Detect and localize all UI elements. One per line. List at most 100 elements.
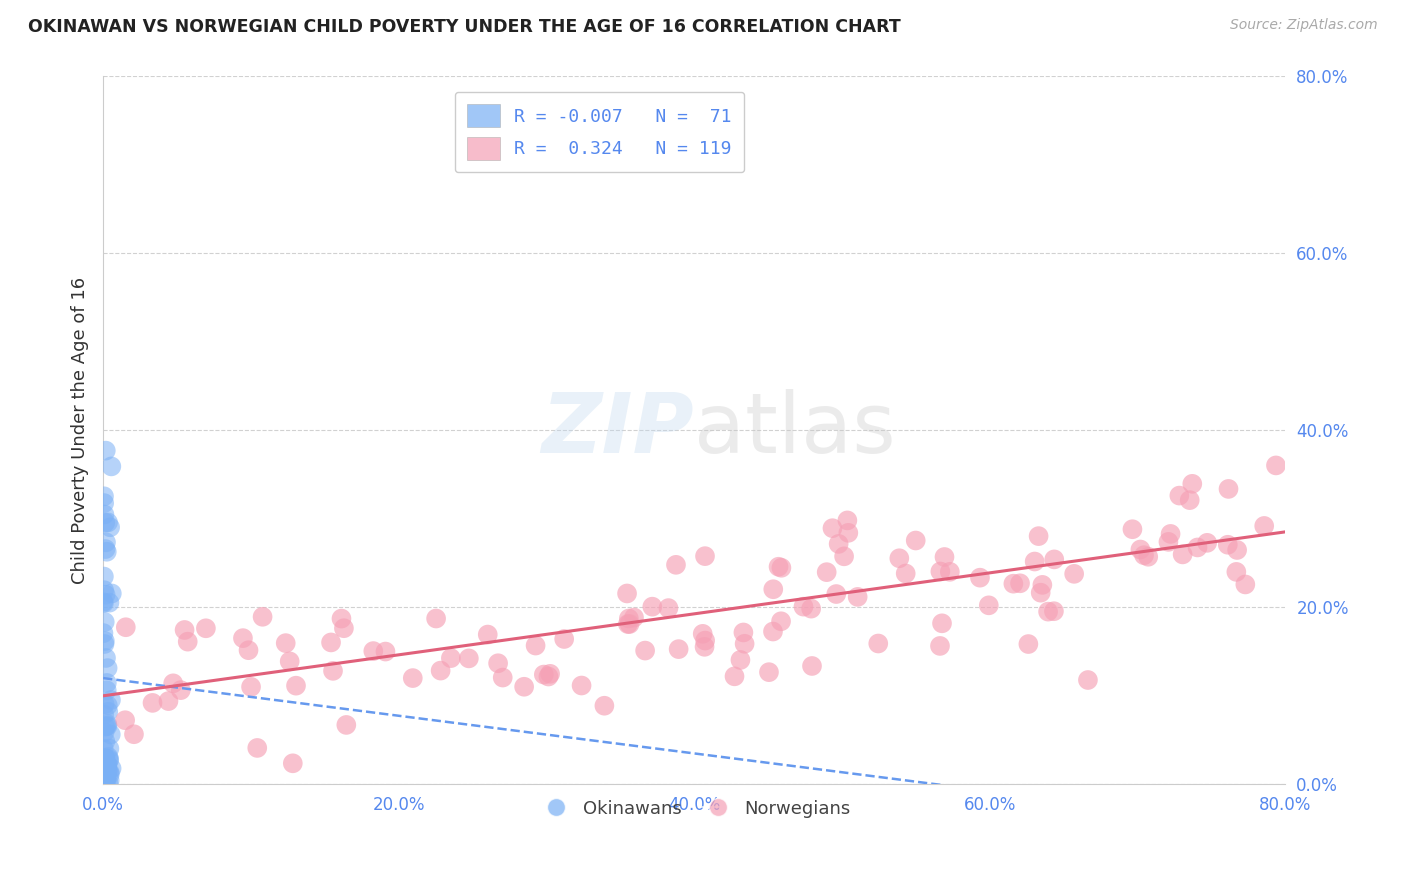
Legend: Okinawans, Norwegians: Okinawans, Norwegians (530, 793, 858, 825)
Point (93, 489, 115, 503)
Point (801, 659, 824, 673)
Point (692, 627, 714, 641)
Point (94, 768, 117, 782)
Point (93, 697, 115, 711)
Point (232, 631, 254, 645)
Point (1187, 541, 1209, 555)
Point (827, 537, 849, 551)
Point (800, 601, 823, 615)
Point (93, 637, 115, 651)
Point (977, 599, 1000, 613)
Point (619, 617, 641, 632)
Point (723, 669, 745, 683)
Point (93, 496, 115, 510)
Point (425, 611, 447, 625)
Point (762, 624, 785, 639)
Point (768, 559, 790, 574)
Point (98, 520, 121, 534)
Point (825, 587, 848, 601)
Point (94, 770, 117, 784)
Point (94, 516, 117, 530)
Point (122, 727, 145, 741)
Point (319, 635, 342, 649)
Point (668, 642, 690, 657)
Point (93, 773, 115, 788)
Point (96, 757, 118, 772)
Point (537, 669, 560, 683)
Point (162, 676, 184, 690)
Point (96, 545, 118, 559)
Point (94, 588, 117, 602)
Point (97, 763, 120, 777)
Point (96, 683, 118, 698)
Point (492, 671, 515, 685)
Point (93, 764, 115, 778)
Point (837, 513, 859, 527)
Point (93, 776, 115, 790)
Point (94, 734, 117, 748)
Point (281, 756, 304, 771)
Point (98, 752, 121, 766)
Point (571, 679, 593, 693)
Point (100, 727, 122, 741)
Point (98, 773, 121, 788)
Point (904, 533, 927, 548)
Point (1029, 585, 1052, 599)
Point (94, 752, 117, 766)
Point (1129, 542, 1152, 557)
Point (100, 761, 122, 775)
Point (94, 751, 117, 765)
Point (98, 596, 121, 610)
Point (114, 620, 136, 634)
Point (1197, 536, 1219, 550)
Point (665, 558, 688, 572)
Point (634, 643, 657, 657)
Point (94, 771, 117, 785)
Point (194, 621, 217, 635)
Point (617, 611, 640, 625)
Point (477, 627, 499, 641)
Point (94, 772, 117, 787)
Point (93, 707, 115, 722)
Point (97, 776, 120, 790)
Point (1253, 519, 1275, 533)
Point (1063, 566, 1085, 581)
Point (94, 720, 117, 734)
Point (240, 680, 263, 694)
Point (96, 774, 118, 789)
Point (93, 767, 115, 781)
Point (97, 661, 120, 675)
Point (1008, 576, 1031, 591)
Point (846, 590, 869, 604)
Point (693, 640, 716, 654)
Point (730, 653, 752, 667)
Point (440, 651, 463, 665)
Text: Source: ZipAtlas.com: Source: ZipAtlas.com (1230, 18, 1378, 32)
Point (1171, 548, 1194, 562)
Point (1028, 529, 1050, 543)
Point (524, 639, 547, 653)
Point (533, 667, 555, 681)
Point (93, 725, 115, 739)
Point (335, 718, 357, 732)
Point (98, 753, 121, 767)
Point (593, 698, 616, 713)
Point (93, 596, 115, 610)
Point (114, 713, 136, 727)
Text: atlas: atlas (695, 390, 896, 470)
Point (94, 634, 117, 648)
Point (693, 549, 716, 563)
Point (429, 664, 451, 678)
Point (657, 601, 679, 615)
Point (868, 636, 890, 650)
Point (889, 551, 911, 566)
Text: ZIP: ZIP (541, 390, 695, 470)
Point (330, 611, 353, 625)
Point (1234, 577, 1257, 591)
Point (832, 549, 855, 564)
Point (617, 617, 640, 632)
Point (1216, 538, 1239, 552)
Point (98, 741, 121, 756)
Point (97, 705, 120, 719)
Point (100, 459, 122, 474)
